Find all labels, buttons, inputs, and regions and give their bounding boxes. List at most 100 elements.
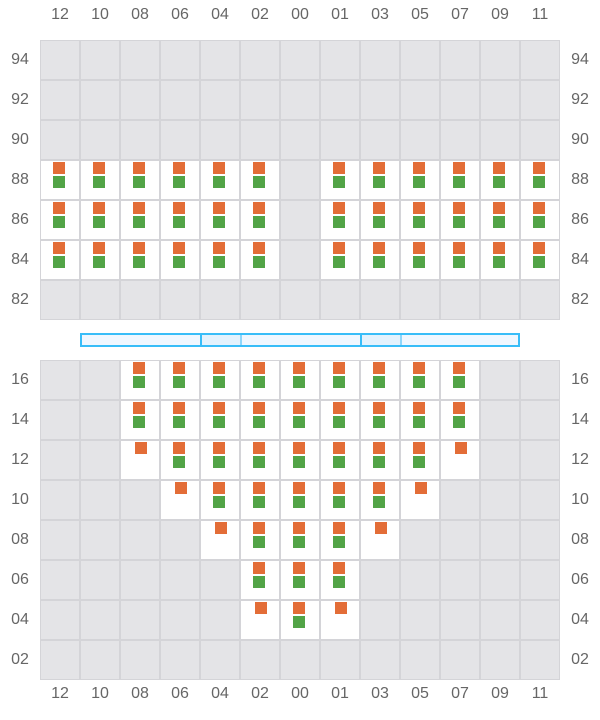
cell-bottom-08-03[interactable] xyxy=(360,520,400,560)
cell-bottom-06-00[interactable] xyxy=(280,560,320,600)
cell-top-86-11[interactable] xyxy=(520,200,560,240)
cell-bottom-04-00[interactable] xyxy=(280,600,320,640)
cell-top-88-08[interactable] xyxy=(120,160,160,200)
cell-top-88-10[interactable] xyxy=(80,160,120,200)
cell-bottom-06-01[interactable] xyxy=(320,560,360,600)
orange-marker xyxy=(375,522,387,534)
cell-top-84-03[interactable] xyxy=(360,240,400,280)
top-row-label-left: 86 xyxy=(11,211,29,228)
cell-top-84-09[interactable] xyxy=(480,240,520,280)
cell-bottom-04-01[interactable] xyxy=(320,600,360,640)
cell-bottom-12-03[interactable] xyxy=(360,440,400,480)
cell-top-86-04[interactable] xyxy=(200,200,240,240)
cell-bottom-12-07[interactable] xyxy=(440,440,480,480)
cell-bottom-04-02[interactable] xyxy=(240,600,280,640)
cell-bottom-12-02[interactable] xyxy=(240,440,280,480)
cell-bottom-08-02[interactable] xyxy=(240,520,280,560)
cell-bottom-16-00[interactable] xyxy=(280,360,320,400)
cell-bottom-14-01[interactable] xyxy=(320,400,360,440)
cell-top-88-06[interactable] xyxy=(160,160,200,200)
cell-bottom-08-00[interactable] xyxy=(280,520,320,560)
cell-bottom-10-03[interactable] xyxy=(360,480,400,520)
cell-top-84-02[interactable] xyxy=(240,240,280,280)
divider-bar xyxy=(80,333,520,347)
cell-bottom-16-06[interactable] xyxy=(160,360,200,400)
cell-bottom-10-02[interactable] xyxy=(240,480,280,520)
cell-bottom-14-07[interactable] xyxy=(440,400,480,440)
top-row-label-left: 92 xyxy=(11,91,29,108)
orange-marker xyxy=(293,402,305,414)
cell-bottom-12-06[interactable] xyxy=(160,440,200,480)
cell-top-88-01[interactable] xyxy=(320,160,360,200)
cell-top-88-09[interactable] xyxy=(480,160,520,200)
cell-bottom-16-08[interactable] xyxy=(120,360,160,400)
cell-bottom-10-01[interactable] xyxy=(320,480,360,520)
cell-top-86-06[interactable] xyxy=(160,200,200,240)
cell-bottom-10-04[interactable] xyxy=(200,480,240,520)
cell-bottom-10-05[interactable] xyxy=(400,480,440,520)
column-label-top: 06 xyxy=(171,6,189,23)
cell-bottom-14-03[interactable] xyxy=(360,400,400,440)
cell-bottom-12-08[interactable] xyxy=(120,440,160,480)
top-row-label-right: 82 xyxy=(571,291,589,308)
cell-top-84-04[interactable] xyxy=(200,240,240,280)
cell-top-84-05[interactable] xyxy=(400,240,440,280)
column-label-bottom: 02 xyxy=(251,685,269,702)
cell-top-88-05[interactable] xyxy=(400,160,440,200)
cell-top-86-01[interactable] xyxy=(320,200,360,240)
cell-top-86-07[interactable] xyxy=(440,200,480,240)
cell-top-88-02[interactable] xyxy=(240,160,280,200)
cell-bottom-08-01[interactable] xyxy=(320,520,360,560)
cell-bottom-16-04[interactable] xyxy=(200,360,240,400)
green-marker xyxy=(253,496,265,508)
cell-top-86-12[interactable] xyxy=(40,200,80,240)
cell-bottom-12-05[interactable] xyxy=(400,440,440,480)
cell-bottom-14-00[interactable] xyxy=(280,400,320,440)
cell-bottom-16-01[interactable] xyxy=(320,360,360,400)
orange-marker xyxy=(215,522,227,534)
cell-top-86-02[interactable] xyxy=(240,200,280,240)
cell-top-86-03[interactable] xyxy=(360,200,400,240)
cell-top-86-09[interactable] xyxy=(480,200,520,240)
cell-top-88-04[interactable] xyxy=(200,160,240,200)
cell-bottom-14-08[interactable] xyxy=(120,400,160,440)
cell-top-86-05[interactable] xyxy=(400,200,440,240)
cell-bottom-10-06[interactable] xyxy=(160,480,200,520)
cell-bottom-06-02[interactable] xyxy=(240,560,280,600)
cell-bottom-12-01[interactable] xyxy=(320,440,360,480)
orange-marker xyxy=(173,362,185,374)
cell-top-84-06[interactable] xyxy=(160,240,200,280)
cell-top-88-03[interactable] xyxy=(360,160,400,200)
orange-marker xyxy=(253,362,265,374)
orange-marker xyxy=(93,162,105,174)
cell-bottom-10-00[interactable] xyxy=(280,480,320,520)
cell-top-84-12[interactable] xyxy=(40,240,80,280)
cell-bottom-14-02[interactable] xyxy=(240,400,280,440)
cell-top-84-08[interactable] xyxy=(120,240,160,280)
cell-top-86-10[interactable] xyxy=(80,200,120,240)
cell-bottom-08-04[interactable] xyxy=(200,520,240,560)
cell-bottom-14-04[interactable] xyxy=(200,400,240,440)
cell-bottom-16-07[interactable] xyxy=(440,360,480,400)
cell-bottom-12-04[interactable] xyxy=(200,440,240,480)
cell-top-84-10[interactable] xyxy=(80,240,120,280)
cell-top-88-07[interactable] xyxy=(440,160,480,200)
cell-bottom-16-05[interactable] xyxy=(400,360,440,400)
orange-marker xyxy=(253,482,265,494)
cell-bottom-16-02[interactable] xyxy=(240,360,280,400)
cell-bottom-14-05[interactable] xyxy=(400,400,440,440)
cell-top-86-08[interactable] xyxy=(120,200,160,240)
cell-bottom-14-06[interactable] xyxy=(160,400,200,440)
cell-top-92-01 xyxy=(320,80,360,120)
cell-bottom-12-00[interactable] xyxy=(280,440,320,480)
cell-top-88-12[interactable] xyxy=(40,160,80,200)
green-marker xyxy=(53,176,65,188)
cell-top-84-01[interactable] xyxy=(320,240,360,280)
cell-top-92-11 xyxy=(520,80,560,120)
cell-top-84-11[interactable] xyxy=(520,240,560,280)
cell-bottom-16-03[interactable] xyxy=(360,360,400,400)
orange-marker xyxy=(453,362,465,374)
cell-bottom-04-08 xyxy=(120,600,160,640)
cell-top-84-07[interactable] xyxy=(440,240,480,280)
cell-top-88-11[interactable] xyxy=(520,160,560,200)
